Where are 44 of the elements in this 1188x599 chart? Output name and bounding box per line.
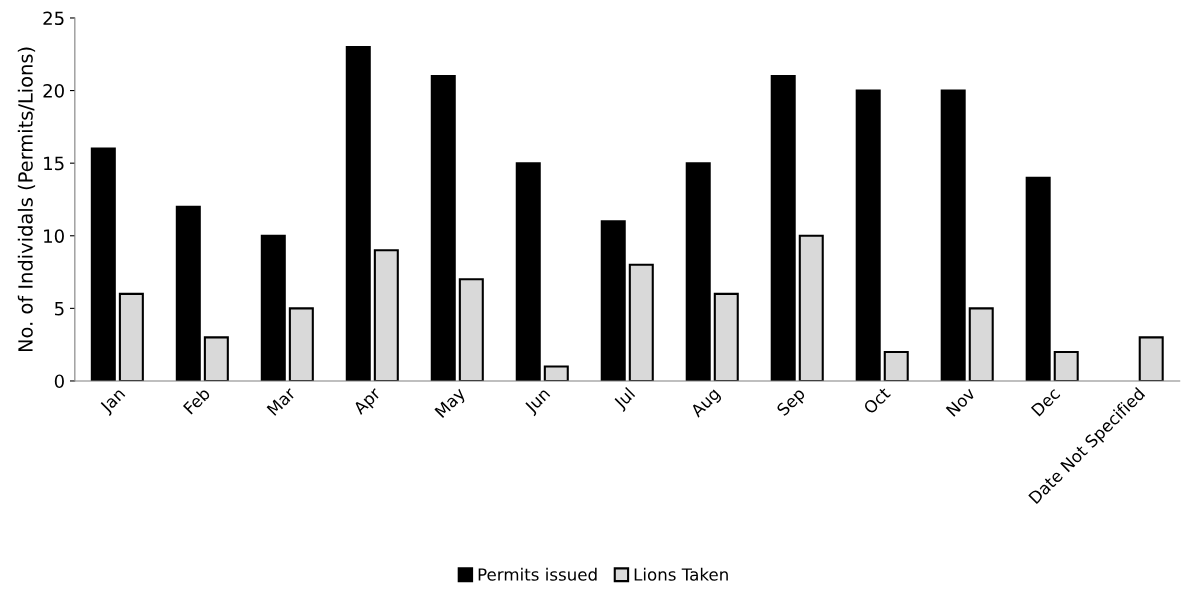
bar <box>770 75 796 381</box>
y-tick-label: 15 <box>44 156 64 171</box>
x-tick-label: Jun <box>523 387 553 417</box>
x-tick-label: Sep <box>776 386 808 419</box>
bar <box>430 75 456 381</box>
bar <box>600 220 626 381</box>
bar <box>288 307 314 381</box>
y-tick-label: 0 <box>54 374 64 389</box>
bar <box>203 336 229 381</box>
bar <box>798 234 824 381</box>
bar <box>118 292 144 381</box>
bar <box>1025 176 1051 381</box>
bar <box>1138 336 1164 381</box>
x-tick-label: Apr <box>352 386 384 418</box>
bar <box>90 147 116 381</box>
bar <box>260 234 286 381</box>
y-axis-title: No. of Individals (Permits/Lions) <box>17 47 36 352</box>
legend-label: Lions Taken <box>634 567 728 581</box>
y-tick-label: 20 <box>43 84 64 98</box>
bar <box>515 162 541 381</box>
bar <box>345 45 371 381</box>
bar <box>685 162 711 381</box>
y-tick-label: 10 <box>44 229 64 243</box>
legend-label: Permits issued <box>478 567 597 581</box>
x-tick-label: Feb <box>182 386 211 415</box>
bar <box>458 278 484 381</box>
bar <box>713 292 739 381</box>
bar <box>940 89 966 381</box>
bar <box>968 307 994 381</box>
bar <box>1053 350 1079 381</box>
x-tick-label: Oct <box>862 386 892 415</box>
x-tick-label: Dec <box>1030 386 1061 417</box>
x-tick-label: Nov <box>945 386 976 417</box>
x-tick-label: Jan <box>98 387 128 416</box>
bar <box>175 205 201 381</box>
bar <box>373 249 399 381</box>
x-tick-label: Jul <box>612 386 638 412</box>
bar <box>855 89 881 381</box>
bar <box>628 263 654 381</box>
x-tick-label: Mar <box>266 386 297 417</box>
y-tick-label: 25 <box>43 11 64 26</box>
bar <box>543 365 569 381</box>
y-tick-label: 5 <box>55 302 64 316</box>
bar <box>883 350 909 381</box>
